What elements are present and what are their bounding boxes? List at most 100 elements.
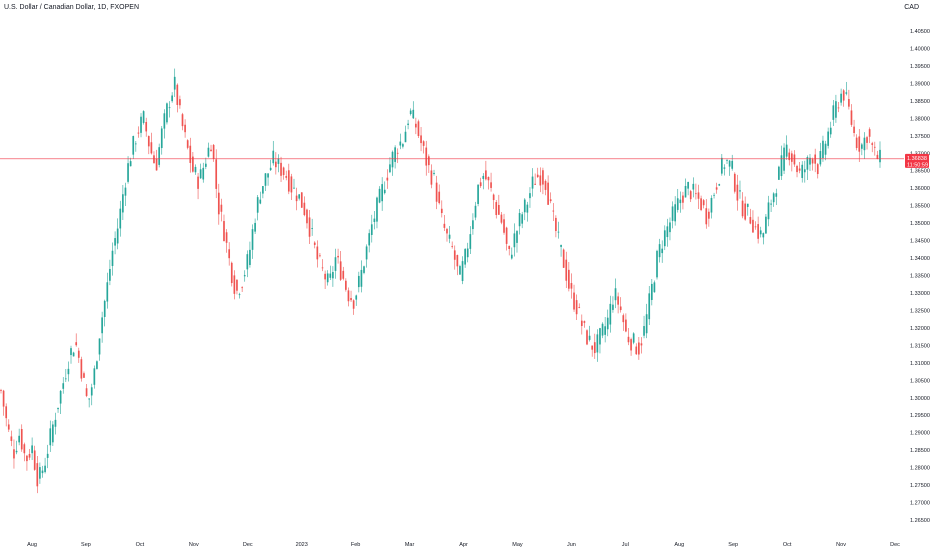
candle-down[interactable] <box>427 156 430 166</box>
candle-up[interactable] <box>783 147 785 171</box>
candle-up[interactable] <box>656 250 658 278</box>
candle-down[interactable] <box>233 275 236 294</box>
candle-up[interactable] <box>599 328 601 345</box>
candle-down[interactable] <box>192 156 194 172</box>
candle-up[interactable] <box>168 107 171 109</box>
candle-up[interactable] <box>243 275 246 277</box>
candle-up[interactable] <box>596 334 599 353</box>
candle-up[interactable] <box>127 163 129 182</box>
candle-up[interactable] <box>389 164 391 173</box>
candle-down[interactable] <box>508 245 511 250</box>
candle-down[interactable] <box>788 152 791 161</box>
candle-up[interactable] <box>516 231 518 243</box>
candle-up[interactable] <box>409 110 412 115</box>
candle-down[interactable] <box>757 224 759 239</box>
candle-up[interactable] <box>746 203 749 207</box>
candle-up[interactable] <box>64 378 67 380</box>
candle-up[interactable] <box>801 164 804 178</box>
candle-down[interactable] <box>715 187 718 190</box>
candle-down[interactable] <box>75 342 78 346</box>
candle-up[interactable] <box>404 131 407 143</box>
candle-down[interactable] <box>280 162 282 176</box>
candle-up[interactable] <box>710 197 713 213</box>
candle-up[interactable] <box>767 202 770 220</box>
candle-up[interactable] <box>262 186 264 194</box>
candle-up[interactable] <box>103 300 106 317</box>
candle-up[interactable] <box>772 193 775 203</box>
candle-down[interactable] <box>625 319 627 332</box>
candle-down[interactable] <box>873 146 876 148</box>
candle-up[interactable] <box>513 233 516 248</box>
candle-up[interactable] <box>661 248 664 254</box>
candle-down[interactable] <box>306 209 308 224</box>
candle-up[interactable] <box>246 254 249 270</box>
candle-up[interactable] <box>59 390 62 404</box>
candle-down[interactable] <box>435 182 438 202</box>
candle-down[interactable] <box>539 175 542 186</box>
candle-down[interactable] <box>342 270 345 279</box>
candle-down[interactable] <box>223 221 225 241</box>
candle-down[interactable] <box>793 154 796 165</box>
candle-up[interactable] <box>819 151 822 165</box>
candle-up[interactable] <box>412 109 415 119</box>
candle-up[interactable] <box>106 282 109 302</box>
candle-up[interactable] <box>433 172 435 174</box>
candle-down[interactable] <box>33 450 36 470</box>
candle-up[interactable] <box>199 169 202 179</box>
candle-up[interactable] <box>477 184 479 204</box>
candle-down[interactable] <box>708 211 710 219</box>
candle-up[interactable] <box>521 214 524 224</box>
candle-up[interactable] <box>122 194 124 213</box>
candle-up[interactable] <box>482 175 485 179</box>
candle-down[interactable] <box>308 217 311 237</box>
candle-up[interactable] <box>687 181 689 189</box>
candle-up[interactable] <box>806 157 809 170</box>
candle-down[interactable] <box>640 343 643 346</box>
candle-up[interactable] <box>62 383 65 389</box>
candle-up[interactable] <box>332 271 334 279</box>
candle-up[interactable] <box>832 105 835 120</box>
candle-up[interactable] <box>96 361 98 369</box>
candle-up[interactable] <box>52 424 54 443</box>
candle-up[interactable] <box>557 231 560 233</box>
price-axis[interactable]: 1.26500 1.27000 1.27500 1.28000 1.28500 1.290… <box>910 29 930 524</box>
candle-down[interactable] <box>490 182 492 188</box>
candle-up[interactable] <box>256 197 259 213</box>
candle-down[interactable] <box>324 273 326 280</box>
candle-down[interactable] <box>741 200 744 217</box>
candle-down[interactable] <box>866 137 868 143</box>
candle-up[interactable] <box>39 467 41 479</box>
candle-down[interactable] <box>547 182 549 205</box>
candle-down[interactable] <box>565 259 568 281</box>
candle-down[interactable] <box>842 90 845 101</box>
candle-down[interactable] <box>617 296 619 305</box>
candle-up[interactable] <box>684 185 687 198</box>
candle-down[interactable] <box>555 217 557 232</box>
candle-up[interactable] <box>166 103 168 123</box>
candle-down[interactable] <box>287 170 290 192</box>
candle-down[interactable] <box>10 436 13 441</box>
candle-down[interactable] <box>350 298 352 301</box>
candle-down[interactable] <box>505 227 508 244</box>
candle-up[interactable] <box>15 450 18 453</box>
candle-up[interactable] <box>803 169 806 173</box>
candle-up[interactable] <box>739 190 741 192</box>
candle-up[interactable] <box>326 273 329 283</box>
candle-down[interactable] <box>593 342 596 354</box>
candle-down[interactable] <box>186 140 189 148</box>
candle-up[interactable] <box>360 269 363 287</box>
candle-up[interactable] <box>365 246 368 260</box>
candle-up[interactable] <box>679 199 682 204</box>
candle-up[interactable] <box>114 238 116 246</box>
candle-up[interactable] <box>560 244 562 247</box>
candle-down[interactable] <box>752 219 754 233</box>
candle-up[interactable] <box>510 254 513 259</box>
candle-up[interactable] <box>728 160 731 167</box>
candle-down[interactable] <box>316 246 319 260</box>
candle-down[interactable] <box>337 255 339 258</box>
candle-up[interactable] <box>474 205 477 218</box>
candle-up[interactable] <box>658 244 661 258</box>
candle-up[interactable] <box>459 266 461 275</box>
candle-up[interactable] <box>643 326 645 336</box>
candle-down[interactable] <box>80 359 83 379</box>
